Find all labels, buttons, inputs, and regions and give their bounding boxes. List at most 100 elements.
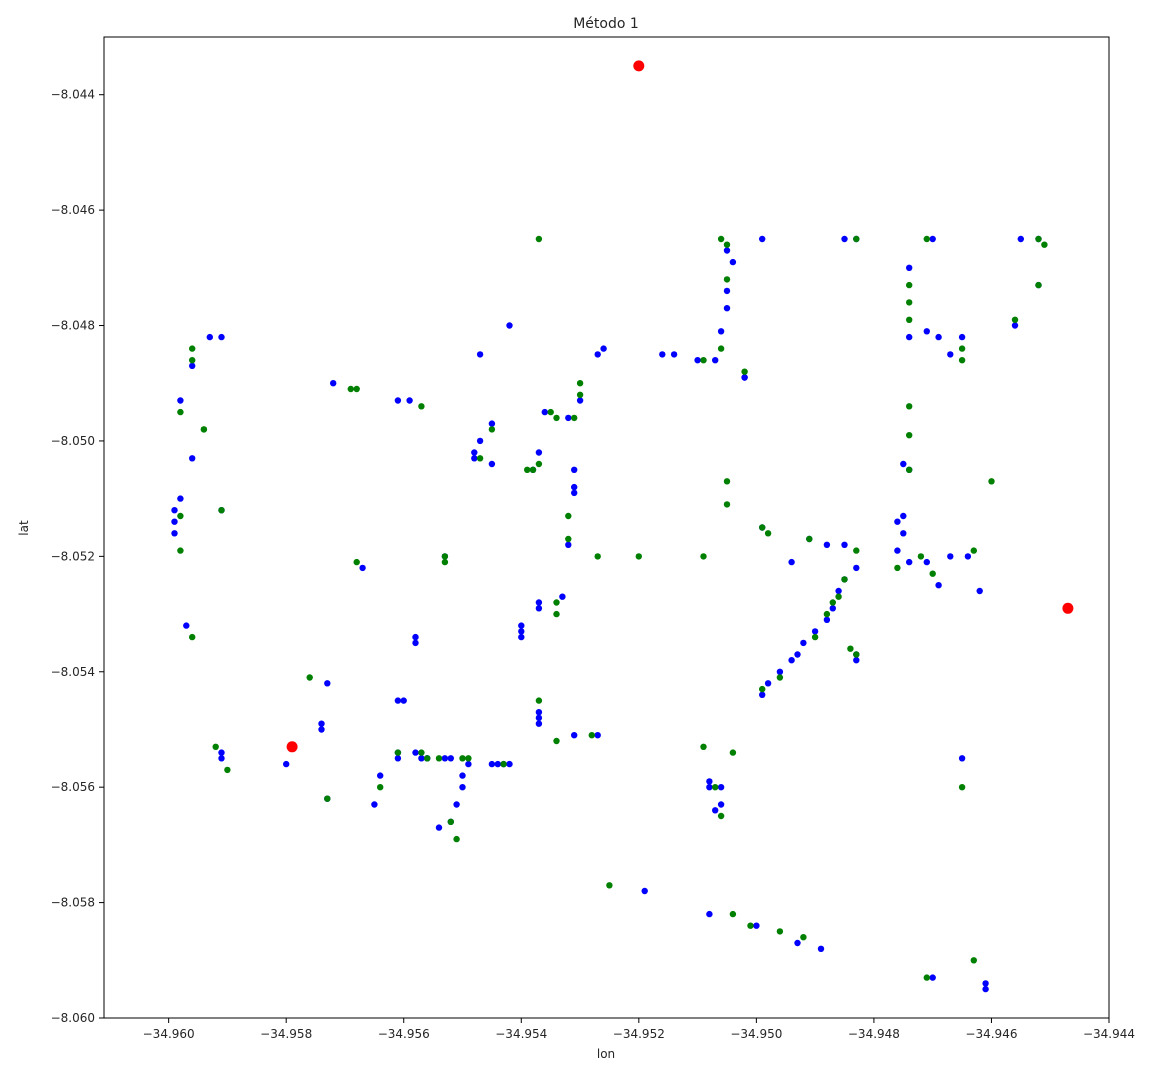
y-axis-title: lat <box>17 520 31 536</box>
scatter-point-s0-73 <box>576 397 584 404</box>
scatter-point-s0-114 <box>947 553 954 560</box>
scatter-point-s1-50 <box>700 357 707 364</box>
scatter-point-s1-74 <box>1011 316 1019 323</box>
scatter-point-s1-89 <box>853 651 860 658</box>
scatter-point-s0-17 <box>318 726 325 733</box>
scatter-point-s1-16 <box>324 795 331 802</box>
scatter-point-s1-86 <box>776 674 784 681</box>
scatter-point-s0-21 <box>394 697 402 704</box>
scatter-point-s0-32 <box>441 755 449 762</box>
scatter-point-s0-50 <box>535 449 543 456</box>
y-tick-label: −8.052 <box>51 549 95 563</box>
scatter-point-s1-87 <box>759 685 766 693</box>
y-tick-label: −8.056 <box>51 780 95 794</box>
scatter-point-s0-123 <box>800 639 807 647</box>
scatter-point-s0-101 <box>900 530 907 537</box>
scatter-point-s1-24 <box>447 818 454 825</box>
scatter-point-s1-63 <box>906 299 913 306</box>
scatter-point-s0-45 <box>488 420 496 427</box>
scatter-point-s0-4 <box>189 455 196 462</box>
scatter-point-s0-6 <box>171 507 178 514</box>
scatter-point-s0-145 <box>982 985 989 993</box>
scatter-point-s0-20 <box>283 760 290 768</box>
scatter-point-s1-97 <box>747 922 754 929</box>
scatter-point-s0-78 <box>694 357 701 364</box>
scatter-point-s1-94 <box>712 784 719 791</box>
scatter-point-s1-5 <box>177 512 184 520</box>
scatter-point-s1-25 <box>453 835 460 843</box>
scatter-point-s0-83 <box>729 258 737 266</box>
scatter-point-s0-7 <box>171 518 178 525</box>
scatter-point-s0-56 <box>535 605 543 612</box>
scatter-point-s0-25 <box>371 801 378 808</box>
scatter-point-s1-14 <box>353 558 360 566</box>
scatter-point-s1-4 <box>200 426 208 433</box>
scatter-point-s0-87 <box>759 235 766 243</box>
y-tick-label: −8.058 <box>51 896 95 910</box>
scatter-point-s0-84 <box>723 247 731 254</box>
scatter-point-s1-72 <box>1041 241 1048 248</box>
scatter-point-s2-2 <box>1062 602 1074 614</box>
scatter-point-s1-8 <box>189 633 196 641</box>
scatter-point-s0-14 <box>394 397 402 404</box>
scatter-point-s0-62 <box>571 732 578 739</box>
scatter-point-s0-43 <box>476 351 484 358</box>
scatter-point-s1-33 <box>547 408 554 416</box>
scatter-point-s0-49 <box>488 460 496 468</box>
scatter-point-s1-51 <box>717 345 725 352</box>
scatter-point-s0-37 <box>453 801 460 808</box>
scatter-point-s0-121 <box>823 616 831 623</box>
scatter-point-s1-68 <box>906 432 913 439</box>
scatter-point-s1-64 <box>906 316 913 323</box>
scatter-point-s0-124 <box>794 651 801 658</box>
scatter-point-s1-22 <box>459 755 466 762</box>
x-axis-ticks: −34.960 −34.958 −34.956 −34.954 −34.952 −34.9… <box>143 1018 1135 1041</box>
scatter-point-s1-12 <box>353 385 360 393</box>
scatter-point-s1-96 <box>729 910 737 918</box>
y-tick-label: −8.048 <box>51 319 95 333</box>
scatter-point-s1-37 <box>565 535 572 543</box>
y-tick-label: −8.060 <box>51 1011 95 1025</box>
scatter-point-s1-62 <box>906 281 913 289</box>
scatter-point-s1-59 <box>764 530 772 537</box>
scatter-point-s0-74 <box>594 351 601 358</box>
scatter-point-s1-58 <box>759 524 766 531</box>
x-tick-label: −34.960 <box>143 1027 195 1041</box>
scatter-point-s0-70 <box>506 760 513 768</box>
scatter-point-s1-81 <box>841 576 848 583</box>
scatter-point-s1-83 <box>829 599 836 606</box>
plot-area <box>171 60 1074 993</box>
x-tick-label: −34.946 <box>965 1027 1017 1041</box>
scatter-point-s1-23 <box>465 755 472 762</box>
scatter-point-s0-132 <box>958 755 966 762</box>
scatter-point-s1-20 <box>424 755 431 762</box>
scatter-point-s0-141 <box>794 939 801 947</box>
scatter-point-s0-41 <box>412 633 419 641</box>
scatter-point-s2-0 <box>633 60 645 72</box>
scatter-point-s1-43 <box>535 697 543 704</box>
scatter-point-s1-44 <box>588 732 595 739</box>
scatter-point-s1-71 <box>1035 235 1042 243</box>
scatter-point-s1-27 <box>441 558 449 566</box>
scatter-point-s0-33 <box>447 755 454 762</box>
scatter-point-s0-137 <box>717 784 725 791</box>
scatter-point-s1-100 <box>923 974 930 981</box>
scatter-point-s0-75 <box>600 345 607 352</box>
scatter-point-s0-112 <box>906 558 913 566</box>
scatter-point-s0-44 <box>506 322 513 329</box>
x-tick-label: −34.944 <box>1083 1027 1135 1041</box>
scatter-point-s1-88 <box>847 645 854 652</box>
scatter-point-s1-67 <box>906 403 913 410</box>
scatter-point-s1-92 <box>717 812 725 820</box>
scatter-point-s0-97 <box>900 460 907 468</box>
scatter-point-s1-42 <box>553 737 560 745</box>
chart-title: Método 1 <box>573 16 639 32</box>
scatter-point-s0-125 <box>788 657 795 664</box>
scatter-point-s0-86 <box>741 374 748 381</box>
scatter-point-s0-29 <box>418 755 425 762</box>
scatter-point-s0-92 <box>935 333 942 341</box>
scatter-point-s0-80 <box>717 328 725 335</box>
scatter-point-s0-66 <box>594 732 601 739</box>
scatter-point-s0-61 <box>565 541 572 548</box>
scatter-point-s0-22 <box>400 697 407 704</box>
